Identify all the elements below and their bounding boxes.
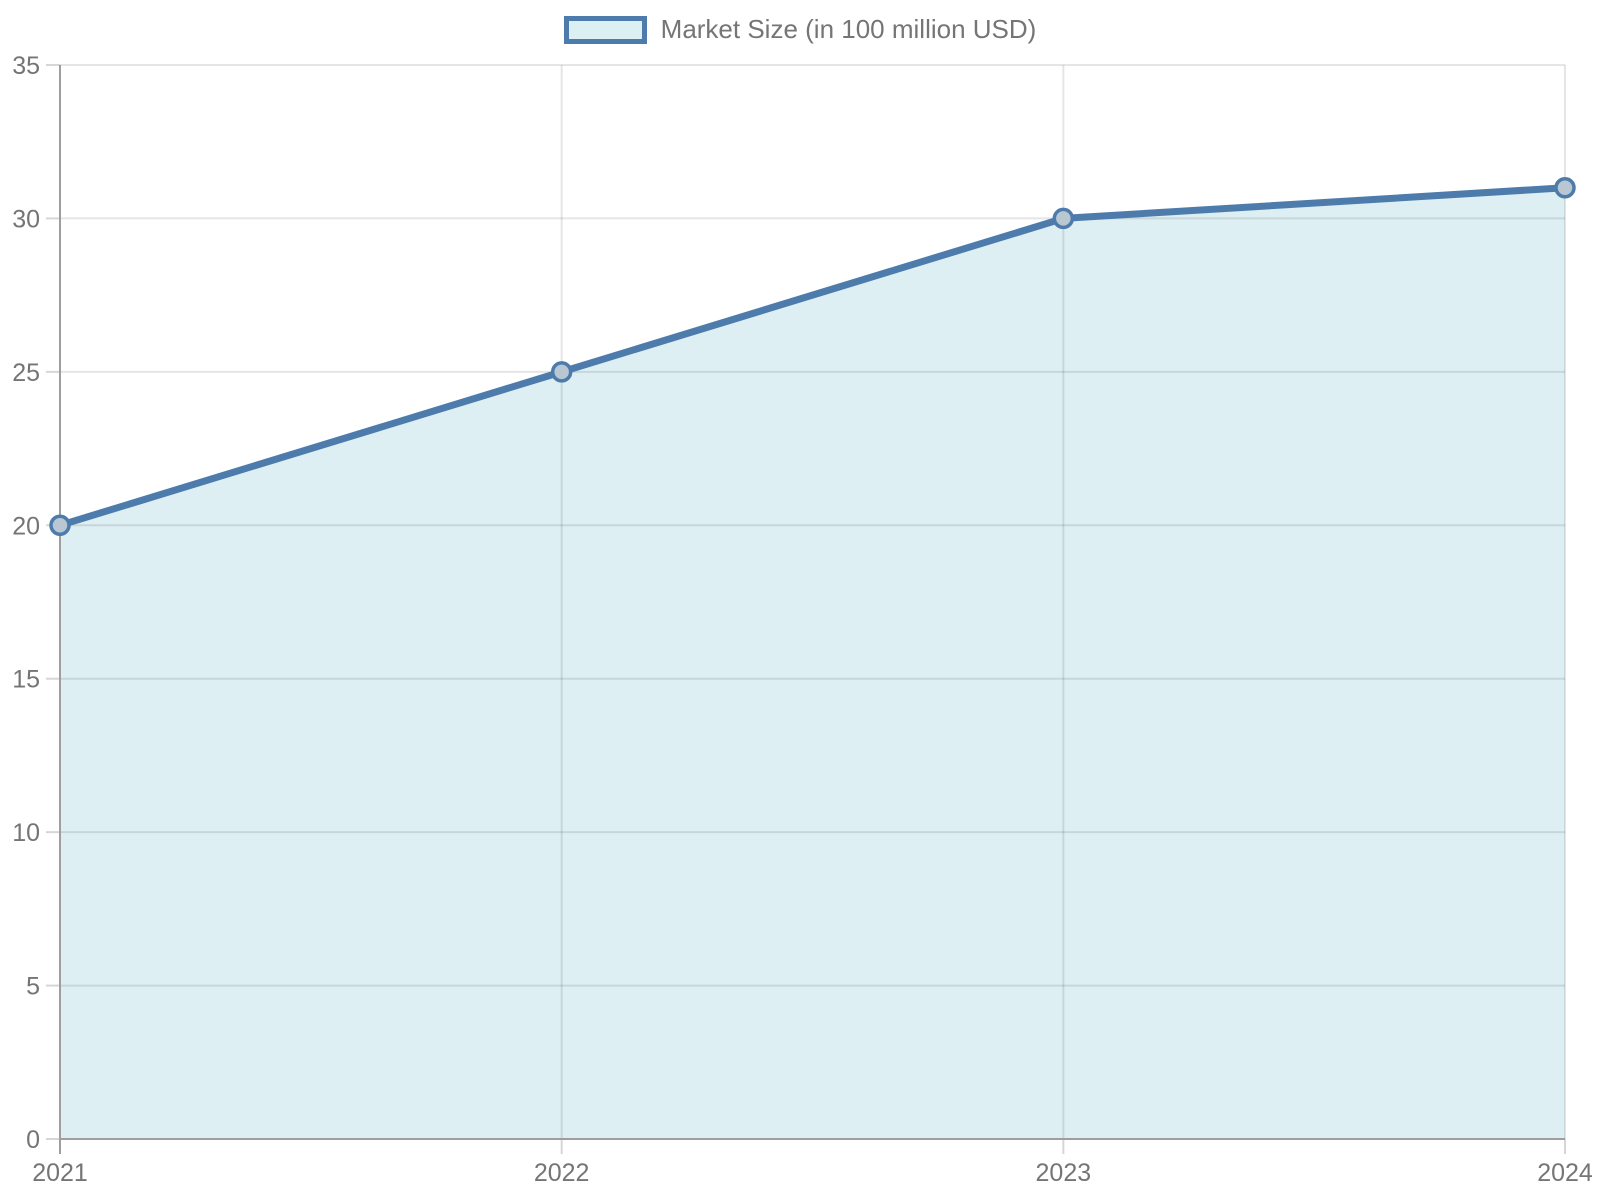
x-axis-tick-label: 2022 <box>534 1159 590 1187</box>
area-fill <box>60 187 1565 1139</box>
data-point-marker[interactable] <box>550 361 573 383</box>
x-axis-tick-label: 2023 <box>1036 1159 1092 1187</box>
legend-swatch-icon <box>563 15 647 44</box>
y-axis-tick-label: 35 <box>12 52 40 80</box>
y-axis-tick-label: 10 <box>12 819 40 847</box>
y-axis-tick-label: 20 <box>12 512 40 540</box>
y-axis-tick-label: 15 <box>12 666 40 694</box>
data-point-marker[interactable] <box>1052 207 1075 230</box>
y-axis-tick-label: 5 <box>26 973 40 1001</box>
y-axis-tick-label: 25 <box>12 359 40 387</box>
y-axis-tick-label: 30 <box>12 205 40 233</box>
x-axis-tick-label: 2024 <box>1537 1159 1593 1187</box>
legend[interactable]: Market Size (in 100 million USD) <box>0 14 1600 45</box>
data-point-marker[interactable] <box>1554 176 1576 199</box>
x-axis-tick-label: 2021 <box>32 1159 88 1187</box>
legend-label: Market Size (in 100 million USD) <box>660 14 1037 44</box>
data-point-marker[interactable] <box>49 514 71 537</box>
series-line <box>56 184 1569 529</box>
y-axis-tick-label: 0 <box>26 1126 40 1154</box>
